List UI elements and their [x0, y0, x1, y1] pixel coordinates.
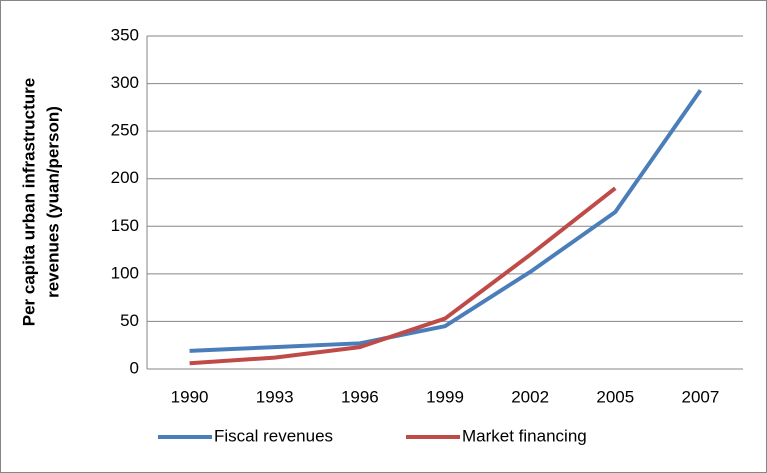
x-tick-label: 2007: [682, 387, 720, 406]
y-tick-label: 150: [111, 216, 139, 235]
y-tick-label: 100: [111, 263, 139, 282]
x-tick-label: 1990: [171, 387, 209, 406]
x-tick-label: 2005: [596, 387, 634, 406]
y-tick-label: 300: [111, 73, 139, 92]
x-tick-label: 1999: [426, 387, 464, 406]
y-axis-label: Per capita urban infrastructure: [19, 78, 38, 326]
x-tick-label: 2002: [511, 387, 549, 406]
y-axis-label: revenues (yuan/person): [43, 106, 62, 298]
series-line: [189, 89, 703, 353]
y-tick-label: 250: [111, 121, 139, 140]
series-line: [189, 186, 617, 366]
y-tick-label: 50: [120, 311, 139, 330]
legend-label: Fiscal revenues: [214, 426, 333, 445]
y-tick-label: 200: [111, 168, 139, 187]
y-tick-label: 0: [130, 358, 139, 377]
x-tick-label: 1996: [341, 387, 379, 406]
x-tick-label: 1993: [256, 387, 294, 406]
y-tick-label: 350: [111, 25, 139, 44]
legend-label: Market financing: [462, 426, 587, 445]
